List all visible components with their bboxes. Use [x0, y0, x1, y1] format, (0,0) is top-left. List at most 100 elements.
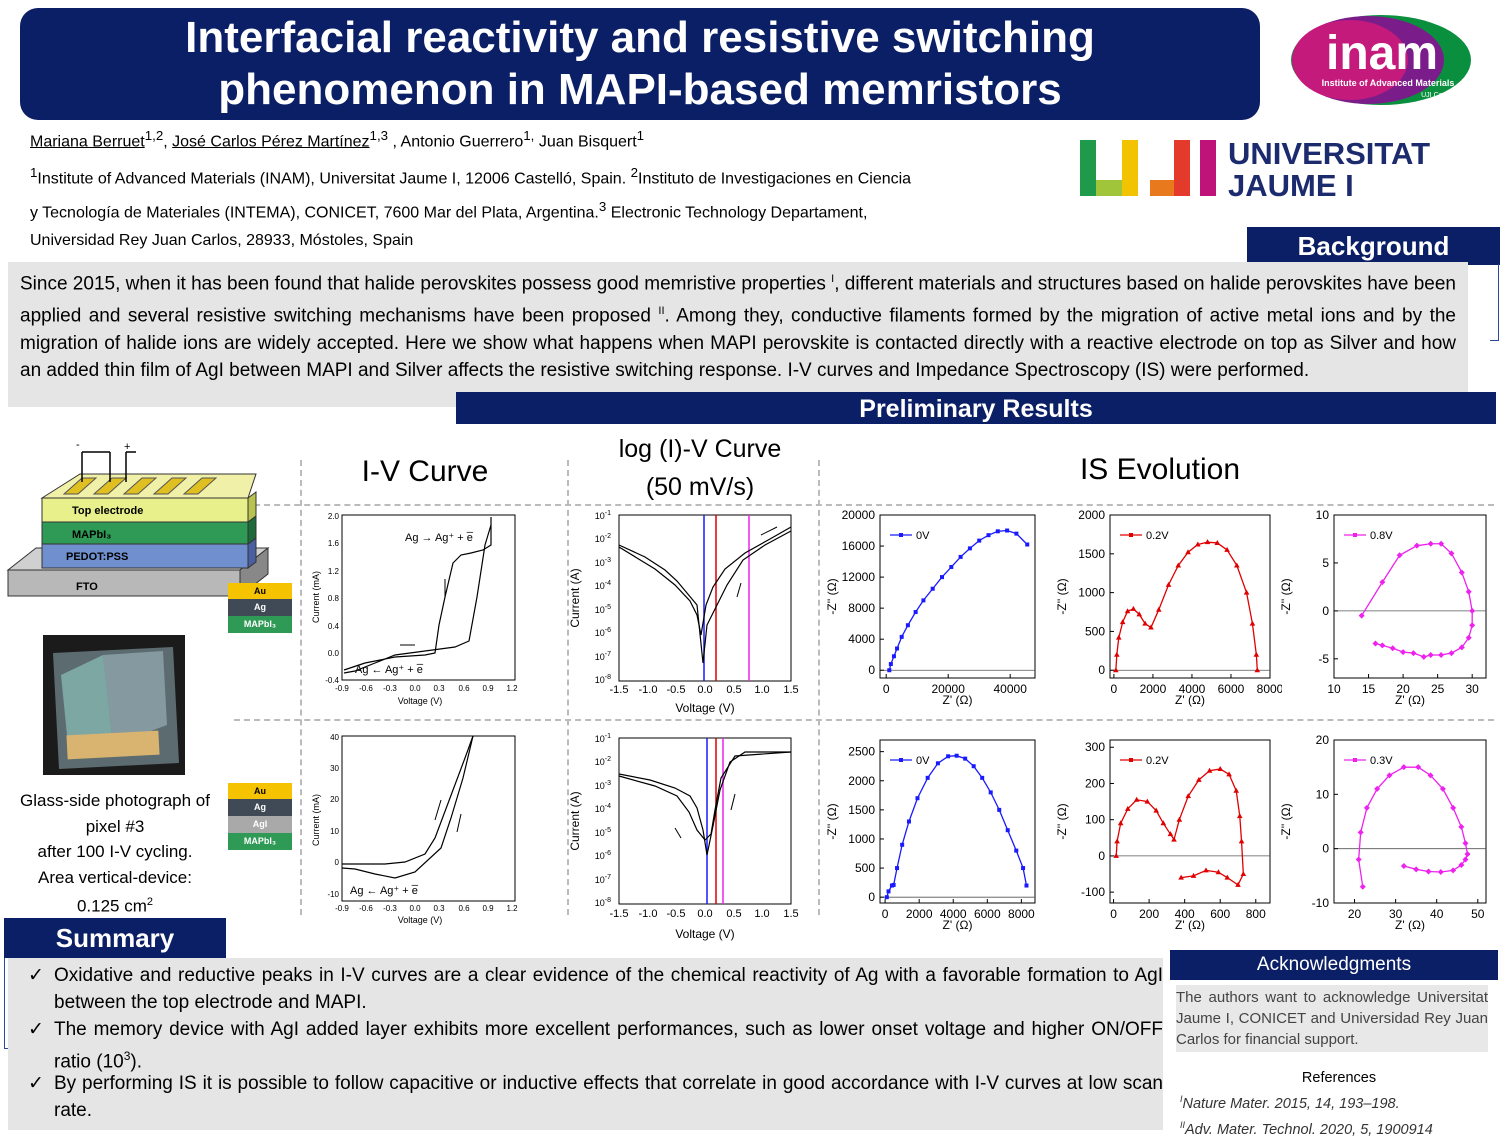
- is-data-point: [1234, 562, 1240, 568]
- iv2-arrow: [434, 799, 442, 821]
- iv1-frame: [341, 514, 516, 681]
- is-data-point: [1226, 771, 1232, 777]
- is-xtick: 50: [1471, 907, 1485, 921]
- is-data-point: [1196, 776, 1202, 782]
- is-xtick: 400: [1175, 907, 1195, 921]
- ack-text: The authors want to acknowledge Universi…: [1176, 985, 1488, 1052]
- iv1-oxidation-label: Ag → Ag⁺ + e̅: [405, 532, 474, 544]
- iv2-ylabel: Current (mA): [311, 794, 321, 846]
- divider-v-1: [300, 460, 302, 915]
- affil-3-text-b: Universidad Rey Juan Carlos, 28933, Móst…: [30, 232, 414, 249]
- is-data-point: [899, 634, 904, 639]
- is-xtick: 4000: [940, 907, 967, 921]
- is-data-point: [967, 546, 972, 551]
- is-data-point: [1148, 624, 1154, 630]
- reference-1: INature Mater. 2015, 14, 193–198.: [1180, 1089, 1498, 1115]
- is-data-point: [1224, 546, 1230, 552]
- is-data-point: [1379, 579, 1386, 586]
- check-icon: ✓: [28, 1073, 44, 1094]
- is-series-line: [1361, 543, 1473, 658]
- is-data-point: [1400, 649, 1407, 656]
- is-plot-frame: [879, 514, 1036, 679]
- summary-header: Summary: [4, 918, 226, 958]
- photo-caption: Glass-side photograph of pixel #3 after …: [2, 788, 228, 919]
- iv1-ytick: 1.2: [328, 567, 340, 576]
- is-xtick: 40: [1430, 907, 1444, 921]
- log1-xtick: -0.5: [667, 684, 686, 696]
- log2-xtick: -0.5: [667, 908, 686, 920]
- log2-xlabel: Voltage (V): [675, 927, 734, 941]
- is-data-point: [1420, 653, 1427, 660]
- is-data-point: [1021, 866, 1026, 871]
- is-data-point: [935, 761, 940, 766]
- is-xlabel: Z' (Ω): [943, 918, 973, 932]
- log2-xtick: 0.0: [697, 908, 712, 920]
- is-ytick: 0: [1322, 604, 1329, 618]
- author-3-affil: 1,: [523, 128, 535, 143]
- is-data-point: [1437, 869, 1444, 876]
- is-data-point: [1005, 528, 1010, 533]
- is-ytick: 16000: [842, 539, 876, 553]
- ack-header: Acknowledgments: [1170, 950, 1498, 980]
- is-data-point: [1450, 804, 1457, 811]
- is-ytick: 1500: [1078, 547, 1105, 561]
- summary-item-1: ✓ Oxidative and reductive peaks in I-V c…: [28, 962, 1163, 1016]
- is-data-point: [949, 565, 954, 570]
- summary-item-2: ✓ The memory device with AgI added layer…: [28, 1016, 1163, 1075]
- is-data-point: [1363, 804, 1370, 811]
- is-ytick: 0: [1098, 849, 1105, 863]
- is-data-point: [1178, 874, 1184, 880]
- is-xtick: 2000: [1140, 682, 1167, 696]
- author-4-affil: 1: [636, 128, 645, 143]
- is-data-point: [930, 586, 935, 591]
- summary-item-3: ✓ By performing IS it is possible to fol…: [28, 1070, 1163, 1124]
- is-series-line: [888, 529, 1028, 671]
- is-data-point: [958, 554, 963, 559]
- is-ytick: 1000: [1078, 586, 1105, 600]
- summary-item-1-text: Oxidative and reductive peaks in I-V cur…: [54, 965, 1163, 1013]
- is-ytick: -5: [1318, 652, 1329, 666]
- caption-line-1: Glass-side photograph of: [20, 791, 210, 810]
- is-chart-0-8v-top: -5 0 5 10 10 15 20 25 30 Z' (Ω) -Z'' (Ω) 0.8V: [1276, 505, 1498, 720]
- iv2-xtick: 0.9: [482, 904, 494, 913]
- is-xtick: 10: [1327, 682, 1341, 696]
- iv2-xlabel: Voltage (V): [398, 915, 443, 925]
- is-data-point: [1379, 642, 1386, 649]
- is-data-point: [988, 790, 993, 795]
- is-data-point: [946, 754, 951, 759]
- is-ytick: 500: [855, 861, 875, 875]
- is-data-point: [1190, 872, 1197, 878]
- log1-ytick: 10-5: [595, 604, 611, 615]
- background-text-1: Since 2015, when it has been found that …: [20, 273, 832, 295]
- check-icon: ✓: [28, 1019, 44, 1040]
- mapi-label: MAPbI₃: [72, 529, 111, 541]
- is-data-point: [1427, 772, 1434, 779]
- is-data-point: [886, 889, 891, 894]
- log1-arrow: [760, 526, 778, 536]
- is-data-point: [1119, 619, 1126, 625]
- is-data-point: [1458, 861, 1465, 868]
- is-data-point: [1462, 840, 1469, 847]
- is-ytick: 1000: [848, 832, 875, 846]
- is-ytick: 100: [1085, 813, 1105, 827]
- is-data-point: [925, 775, 930, 780]
- is-data-point: [1113, 667, 1119, 673]
- is-data-point: [1124, 608, 1131, 614]
- log1-curve-a: [618, 530, 792, 664]
- is-data-point: [1175, 562, 1182, 568]
- is-data-point: [906, 819, 911, 824]
- is-plot-frame: [1109, 514, 1271, 679]
- log1-ytick: 10-3: [595, 557, 611, 568]
- affiliation-line-2: y Tecnología de Materiales (INTEMA), CON…: [30, 190, 867, 230]
- summary-item-2-text-b: ).: [130, 1051, 142, 1073]
- is-chart-0v-top: 0 4000 8000 12000 16000 20000 0 20000 40000 Z' (Ω…: [822, 505, 1047, 720]
- stack1-mapi: MAPbI₃: [228, 616, 292, 633]
- log1-xtick: 1.0: [754, 684, 769, 696]
- is-data-point: [891, 882, 896, 887]
- summary-item-2-text-a: The memory device with AgI added layer e…: [54, 1019, 1163, 1073]
- is-data-point: [1214, 539, 1221, 545]
- is-legend-marker: [899, 533, 903, 537]
- caption-line-3: after 100 I-V cycling.: [37, 842, 193, 861]
- is-data-point: [1458, 569, 1465, 576]
- log1-ytick: 10-6: [595, 627, 611, 638]
